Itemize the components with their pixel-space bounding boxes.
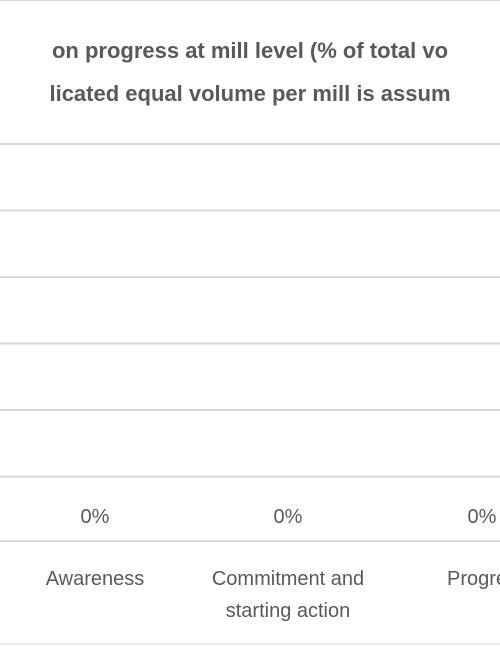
- chart-title-line-1: on progress at mill level (% of total vo: [52, 38, 448, 63]
- chart-title-line-2: licated equal volume per mill is assum: [49, 81, 450, 106]
- data-label: 0%: [81, 506, 110, 528]
- category-label: starting action: [226, 600, 351, 622]
- gridlines: [0, 143, 500, 478]
- category-label: Awareness: [46, 568, 145, 590]
- category-axis: Awareness Commitment and starting action Pr…: [0, 540, 500, 645]
- category-label: Progres: [447, 568, 500, 590]
- data-label: 0%: [468, 506, 497, 528]
- data-labels: 0% 0% 0%: [81, 506, 497, 528]
- data-label: 0%: [274, 506, 303, 528]
- category-label: Commitment and: [212, 568, 364, 590]
